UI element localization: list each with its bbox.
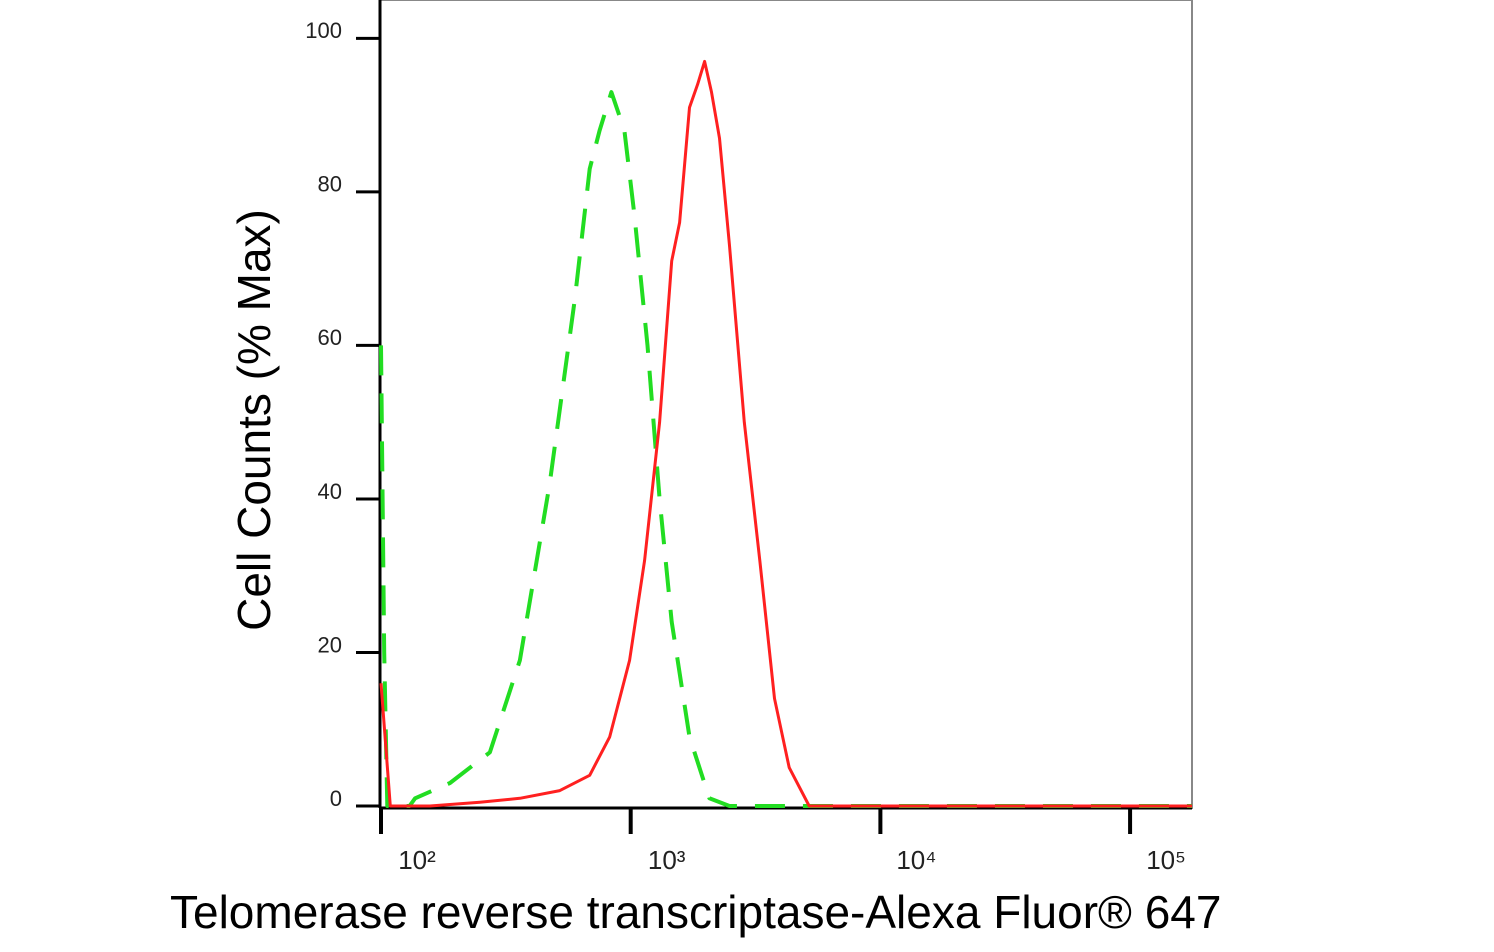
x-tick-label: 10⁵ [1146,845,1186,875]
y-tick-label: 40 [318,479,342,504]
y-tick-label: 80 [318,172,342,197]
y-axis-title: Cell Counts (% Max) [228,209,280,631]
y-tick-label: 0 [330,786,342,811]
x-tick-label: 10² [398,845,436,875]
y-tick-label: 100 [305,18,342,43]
x-tick-label: 10⁴ [896,845,936,875]
histogram-line [379,59,1192,808]
plot-frame [379,0,1193,809]
x-tick-label: 10³ [648,845,686,875]
y-tick-label: 20 [318,632,342,657]
y-tick-label: 60 [318,325,342,350]
x-axis-title: Telomerase reverse transcriptase-Alexa F… [170,886,1221,938]
histogram-line [379,90,1192,808]
